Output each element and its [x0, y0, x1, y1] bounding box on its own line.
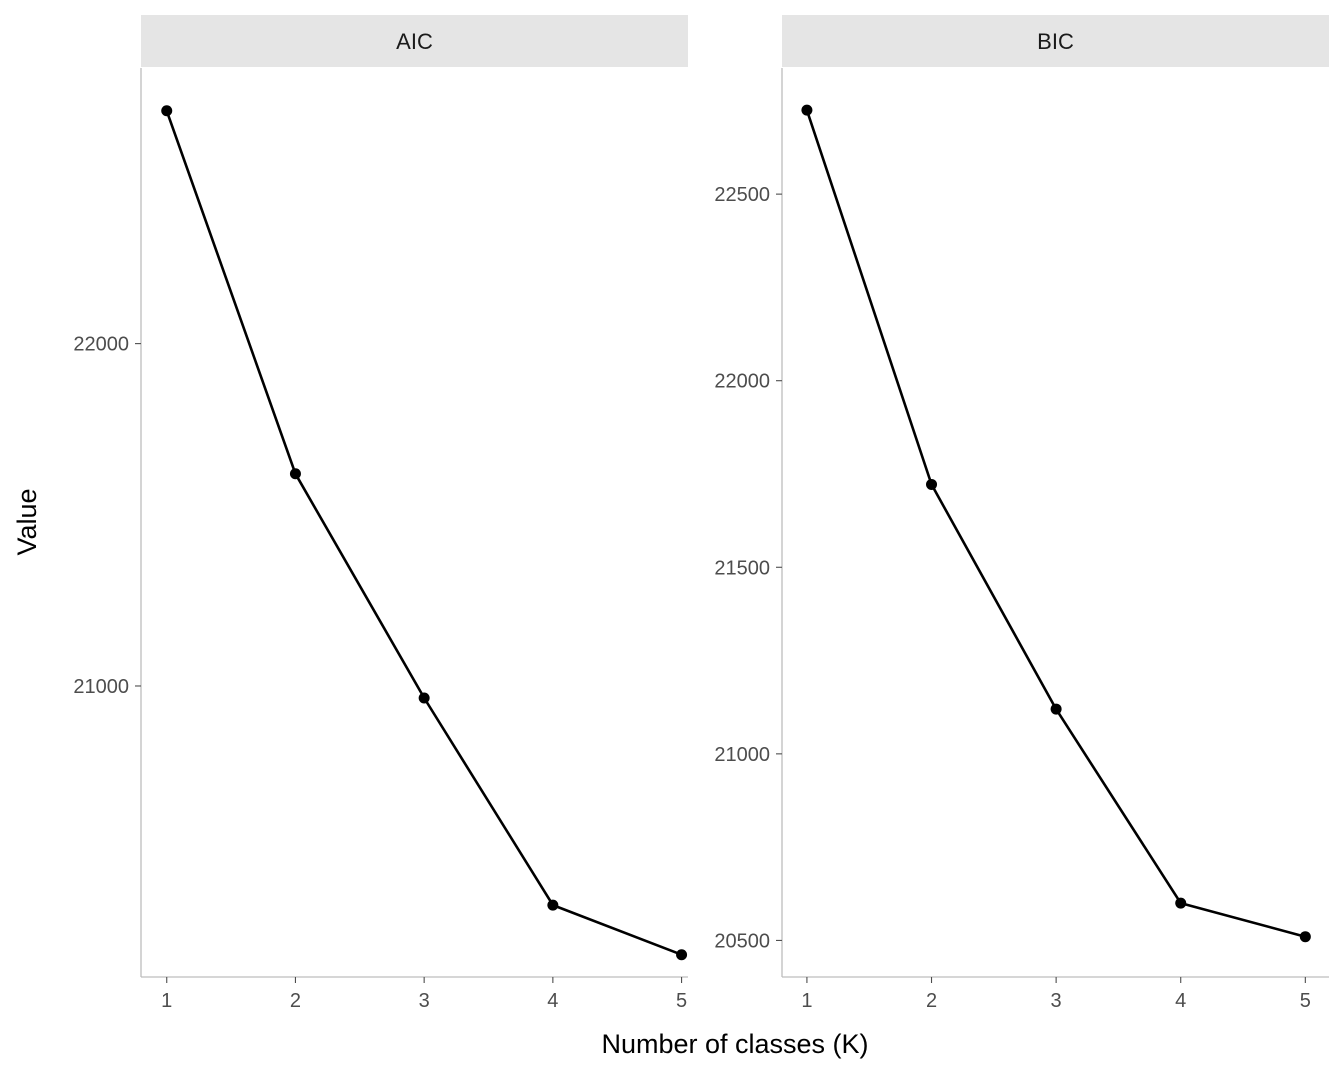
data-point-bic [1299, 931, 1311, 943]
x-tick-label: 5 [1300, 990, 1311, 1012]
y-tick-label: 21000 [714, 744, 770, 766]
y-tick-label: 22000 [714, 371, 770, 393]
panel-aic: 21000 22000 1 2 3 4 5 [73, 68, 688, 1012]
data-point-aic [676, 949, 688, 961]
x-tick-label: 3 [1051, 990, 1062, 1012]
x-tick-label: 4 [1175, 990, 1186, 1012]
x-tick-label: 4 [547, 990, 558, 1012]
facet-strip-label-aic: AIC [396, 29, 433, 54]
x-tick-label: 2 [926, 990, 937, 1012]
data-point-bic [1050, 703, 1062, 715]
data-point-bic [1175, 897, 1187, 909]
panel-bic: 20500 21000 21500 22000 22500 1 2 3 4 5 [714, 68, 1329, 1012]
facet-strip-aic [141, 15, 688, 67]
x-tick-label: 5 [676, 990, 687, 1012]
y-axis-title: Value [12, 488, 42, 555]
data-point-bic [801, 104, 813, 116]
y-tick-label: 20500 [714, 930, 770, 952]
data-point-aic [289, 468, 301, 480]
x-tick-label: 1 [801, 990, 812, 1012]
data-point-bic [926, 478, 938, 490]
y-tick-label: 22500 [714, 184, 770, 206]
x-tick-label: 2 [290, 990, 301, 1012]
data-point-aic [547, 899, 559, 911]
facet-strip-label-bic: BIC [1037, 29, 1074, 54]
y-tick-label: 21000 [73, 676, 129, 698]
series-line-bic [805, 109, 1306, 938]
y-tick-label: 21500 [714, 557, 770, 579]
x-tick-label: 3 [419, 990, 430, 1012]
data-point-aic [161, 105, 173, 117]
facet-aic: AIC 21000 22000 1 2 3 4 5 [73, 15, 688, 1012]
x-axis-title: Number of classes (K) [601, 1029, 868, 1059]
series-line-aic [165, 110, 683, 956]
facet-bic: BIC 20500 21000 21500 22000 22500 1 2 3 4 5 [714, 15, 1329, 1012]
data-point-aic [418, 692, 430, 704]
facet-strip-bic [782, 15, 1329, 67]
y-tick-label: 22000 [73, 334, 129, 356]
x-tick-label: 1 [161, 990, 172, 1012]
